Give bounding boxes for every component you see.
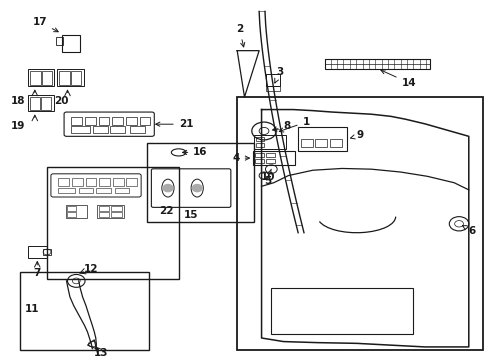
Bar	[59, 71, 70, 85]
Text: 8: 8	[272, 121, 290, 131]
Text: 16: 16	[182, 147, 207, 157]
Text: 3: 3	[274, 67, 283, 83]
Bar	[27, 246, 47, 258]
Bar	[112, 117, 123, 125]
Text: 12: 12	[83, 264, 98, 274]
Text: 22: 22	[159, 206, 173, 216]
Bar	[130, 126, 144, 133]
Bar	[140, 117, 150, 125]
Bar	[256, 137, 263, 141]
Text: 11: 11	[25, 305, 40, 314]
Text: 21: 21	[155, 119, 193, 129]
Bar	[315, 139, 327, 147]
Bar	[110, 126, 125, 133]
Bar	[30, 97, 40, 109]
Bar	[271, 288, 412, 334]
Text: 10: 10	[260, 169, 275, 182]
Bar	[254, 135, 285, 149]
Text: 4: 4	[232, 153, 249, 163]
Bar	[329, 139, 341, 147]
Bar	[99, 206, 109, 211]
Bar	[97, 205, 124, 219]
Bar	[56, 37, 62, 45]
Bar	[67, 212, 76, 217]
Text: 17: 17	[32, 17, 58, 32]
Bar	[65, 205, 87, 219]
Bar	[79, 188, 93, 193]
Bar	[325, 59, 429, 63]
Bar	[99, 178, 110, 186]
Bar	[298, 127, 346, 150]
Text: 1: 1	[279, 117, 309, 132]
Bar	[266, 159, 275, 163]
Bar	[96, 188, 111, 193]
Bar	[266, 74, 280, 86]
Text: 20: 20	[54, 96, 69, 105]
Bar	[58, 178, 69, 186]
Bar	[126, 178, 137, 186]
Text: 2: 2	[236, 24, 244, 47]
Bar	[126, 117, 137, 125]
Bar	[71, 126, 90, 133]
Bar	[27, 69, 54, 86]
Bar	[72, 178, 82, 186]
Bar	[30, 71, 41, 85]
Text: 19: 19	[11, 121, 25, 131]
Text: 14: 14	[380, 70, 415, 88]
Bar	[71, 71, 81, 85]
Bar	[57, 69, 83, 86]
Bar	[111, 206, 122, 211]
Bar	[266, 86, 280, 91]
Bar	[67, 206, 76, 211]
Text: 18: 18	[10, 96, 25, 105]
Bar	[253, 151, 294, 165]
Bar	[256, 143, 263, 147]
Bar	[43, 249, 51, 255]
Text: 5: 5	[264, 176, 271, 186]
Bar	[255, 153, 264, 157]
Bar	[99, 212, 109, 217]
Bar	[237, 97, 483, 351]
Bar	[85, 117, 96, 125]
Bar	[111, 212, 122, 217]
Bar	[99, 117, 109, 125]
Bar	[266, 153, 275, 157]
Bar	[115, 188, 129, 193]
Text: 6: 6	[462, 226, 475, 236]
Bar	[113, 178, 123, 186]
Bar	[325, 59, 429, 68]
Bar	[147, 144, 254, 222]
Text: 7: 7	[34, 268, 41, 278]
Bar	[300, 139, 312, 147]
Bar	[93, 126, 108, 133]
Bar	[85, 178, 96, 186]
Bar	[71, 117, 82, 125]
Circle shape	[163, 185, 172, 192]
Text: 13: 13	[93, 348, 108, 358]
Bar	[255, 159, 264, 163]
Text: 9: 9	[350, 130, 363, 140]
Bar	[58, 188, 75, 193]
Bar	[41, 97, 51, 109]
Bar	[27, 95, 54, 111]
Bar	[42, 71, 52, 85]
Text: 15: 15	[183, 210, 198, 220]
Circle shape	[192, 185, 202, 192]
Bar	[47, 167, 178, 279]
Bar	[61, 35, 80, 53]
Bar	[20, 272, 149, 351]
